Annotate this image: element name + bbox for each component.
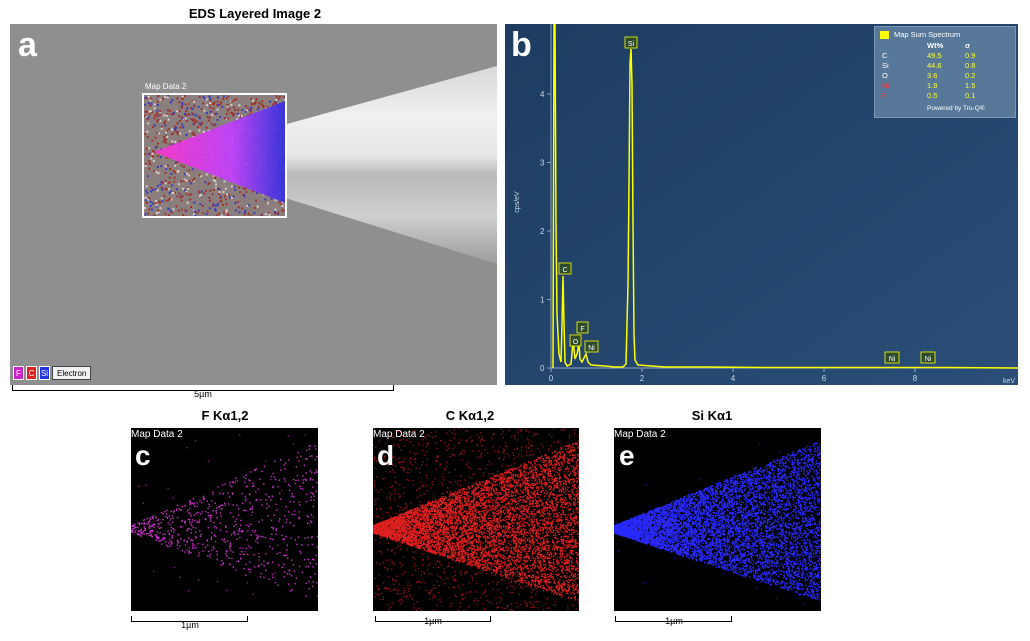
f-element-map (131, 428, 318, 611)
x-tick-label: 4 (731, 374, 736, 383)
peak-label-ni-3: Ni (925, 356, 932, 363)
legend-element: F (882, 91, 887, 100)
y-tick-label: 1 (540, 296, 545, 305)
legend-footer: Powered by Tru-Q® (927, 105, 985, 112)
si-element-map (614, 428, 821, 611)
panel-a-title: EDS Layered Image 2 (188, 6, 322, 21)
legend-sigma-value: 0.2 (965, 71, 976, 80)
y-tick-label: 0 (540, 364, 545, 373)
peak-label-c: C (562, 267, 567, 274)
sem-tip-image (160, 66, 497, 264)
y-axis-label: cps/eV (514, 191, 521, 213)
legend-sigma-value: 0.8 (965, 61, 976, 70)
x-tick-label: 8 (913, 374, 918, 383)
map-e-label: Map Data 2 (614, 429, 666, 440)
scale-bar-d (375, 616, 491, 622)
f-map-texture (131, 434, 318, 597)
scale-label-e: 1µm (665, 616, 683, 626)
legend-col-wt: Wt% (927, 41, 944, 50)
peak-label-f: F (580, 326, 584, 333)
scale-bar-c (131, 616, 248, 622)
peak-label-si: Si (628, 41, 635, 48)
legend-chip-si[interactable]: Si (39, 366, 50, 380)
map-box-label: Map Data 2 (145, 82, 187, 91)
scale-bar-e (615, 616, 732, 622)
panel-letter-a: a (18, 26, 37, 64)
legend-swatch (880, 31, 889, 39)
legend-element: Ni (882, 81, 890, 90)
panel-letter-d: d (377, 440, 395, 471)
legend-wt-value: 3.6 (927, 71, 938, 80)
scale-bar-a (12, 385, 394, 391)
overlay-texture (144, 95, 285, 216)
legend-wt-value: 49.5 (927, 51, 942, 60)
x-tick-label: 2 (640, 374, 645, 383)
eds-overlay-map (142, 93, 287, 218)
panel-letter-c: c (135, 440, 151, 471)
legend-title: Map Sum Spectrum (894, 30, 961, 39)
eds-spectrum-panel: 0 1 2 3 4 0 2 4 6 8 Si C F O Ni Ni Ni cps/eV keV… (505, 24, 1018, 385)
peak-label-ni-2: Ni (889, 356, 896, 363)
scale-label-c: 1µm (181, 620, 199, 630)
scale-label-d: 1µm (424, 616, 442, 626)
map-c-label: Map Data 2 (131, 429, 183, 440)
x-tick-label: 0 (549, 374, 554, 383)
x-axis-unit: keV (1003, 378, 1015, 385)
peak-label-ni-1: Ni (588, 345, 595, 352)
legend-wt-value: 44.6 (927, 61, 942, 70)
y-tick-label: 2 (540, 227, 545, 236)
layer-legend: F C Si Electron (13, 365, 92, 381)
panel-letter-e: e (619, 440, 635, 471)
map-d-label: Map Data 2 (373, 429, 425, 440)
y-tick-label: 4 (540, 90, 545, 99)
legend-chip-f[interactable]: F (13, 366, 24, 380)
peak-label-o: O (573, 339, 579, 346)
legend-wt-value: 1.9 (927, 81, 938, 90)
si-map-texture (614, 442, 821, 605)
legend-sigma-value: 0.1 (965, 91, 976, 100)
legend-sigma-value: 0.9 (965, 51, 976, 60)
map-c-title: F Kα1,2 (201, 408, 249, 423)
map-d-title: C Kα1,2 (445, 408, 495, 423)
legend-sigma-value: 1.5 (965, 81, 976, 90)
legend-element: C (882, 51, 888, 60)
map-e-title: Si Kα1 (691, 408, 733, 423)
legend-col-sigma: σ (965, 41, 971, 50)
legend-chip-electron[interactable]: Electron (52, 366, 92, 380)
panel-letter-b: b (511, 26, 532, 64)
legend-wt-value: 0.5 (927, 91, 938, 100)
sem-image-panel: Map Data 2 F C Si Electron (10, 24, 497, 385)
spectrum-legend: Map Sum Spectrum Wt% σ C 49.5 0.9 Si 44.6 0.8… (874, 26, 1016, 118)
legend-chip-c[interactable]: C (26, 366, 37, 380)
c-map-texture (373, 428, 579, 611)
scale-label-a: 5µm (194, 389, 212, 399)
legend-element: Si (882, 61, 889, 70)
c-element-map (373, 428, 579, 611)
legend-element: O (882, 71, 888, 80)
y-tick-label: 3 (540, 159, 545, 168)
x-tick-label: 6 (822, 374, 827, 383)
